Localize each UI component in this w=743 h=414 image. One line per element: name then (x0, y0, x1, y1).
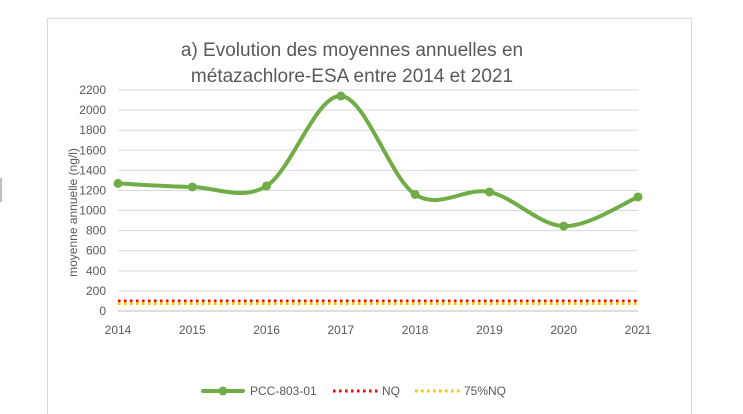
y-tick-label: 1000 (79, 204, 106, 218)
legend-item: PCC-803-01 (201, 384, 317, 398)
legend-label: 75%NQ (464, 384, 506, 398)
x-tick-labels: 2014 2015 2016 2017 2018 2019 2020 2021 (105, 323, 652, 337)
data-point (113, 178, 123, 188)
x-tick-label: 2020 (550, 323, 577, 337)
y-tick-labels: 0 200 400 600 800 1000 1200 1400 1600 1800 2000 220… (79, 83, 106, 318)
y-tick-label: 800 (86, 224, 106, 238)
data-point (633, 192, 643, 202)
legend-label: PCC-803-01 (250, 384, 317, 398)
y-tick-label: 0 (99, 304, 106, 318)
data-point (187, 182, 197, 192)
x-tick-label: 2018 (402, 323, 429, 337)
y-tick-label: 2000 (79, 103, 106, 117)
legend-label: NQ (382, 384, 400, 398)
y-tick-label: 600 (86, 244, 106, 258)
x-tick-label: 2014 (105, 323, 132, 337)
x-tick-label: 2021 (625, 323, 652, 337)
data-point (262, 181, 272, 191)
series-layer (113, 91, 643, 305)
x-tick-label: 2017 (328, 323, 355, 337)
data-point (410, 189, 420, 199)
series-pcc-803-01 (113, 91, 643, 231)
data-point (336, 91, 346, 101)
chart-title-line-2: métazachlore-ESA entre 2014 et 2021 (191, 66, 513, 87)
series-line (116, 94, 640, 229)
x-tick-label: 2015 (179, 323, 206, 337)
legend-marker (218, 386, 228, 396)
chart-title: a) Evolution des moyennes annuelles en m… (181, 40, 523, 87)
y-tick-label: 1800 (79, 123, 106, 137)
y-tick-label: 1200 (79, 183, 106, 197)
y-tick-label: 2200 (79, 83, 106, 97)
chart-frame (47, 18, 692, 414)
legend: PCC-803-01 NQ 75%NQ (201, 384, 506, 398)
legend-item: NQ (333, 384, 400, 398)
data-point (559, 221, 569, 231)
x-tick-label: 2016 (253, 323, 280, 337)
x-tick-label: 2019 (476, 323, 503, 337)
chart-title-line-1: a) Evolution des moyennes annuelles en (181, 40, 523, 61)
y-tick-label: 400 (86, 264, 106, 278)
gridlines (118, 89, 638, 312)
legend-item: 75%NQ (415, 384, 506, 398)
y-tick-label: 200 (86, 284, 106, 298)
y-axis-title: moyenne annuelle (ng/l) (66, 148, 80, 277)
y-tick-label: 1600 (79, 143, 106, 157)
y-tick-label: 1400 (79, 163, 106, 177)
data-point (484, 187, 494, 197)
edge-mark (0, 178, 2, 202)
